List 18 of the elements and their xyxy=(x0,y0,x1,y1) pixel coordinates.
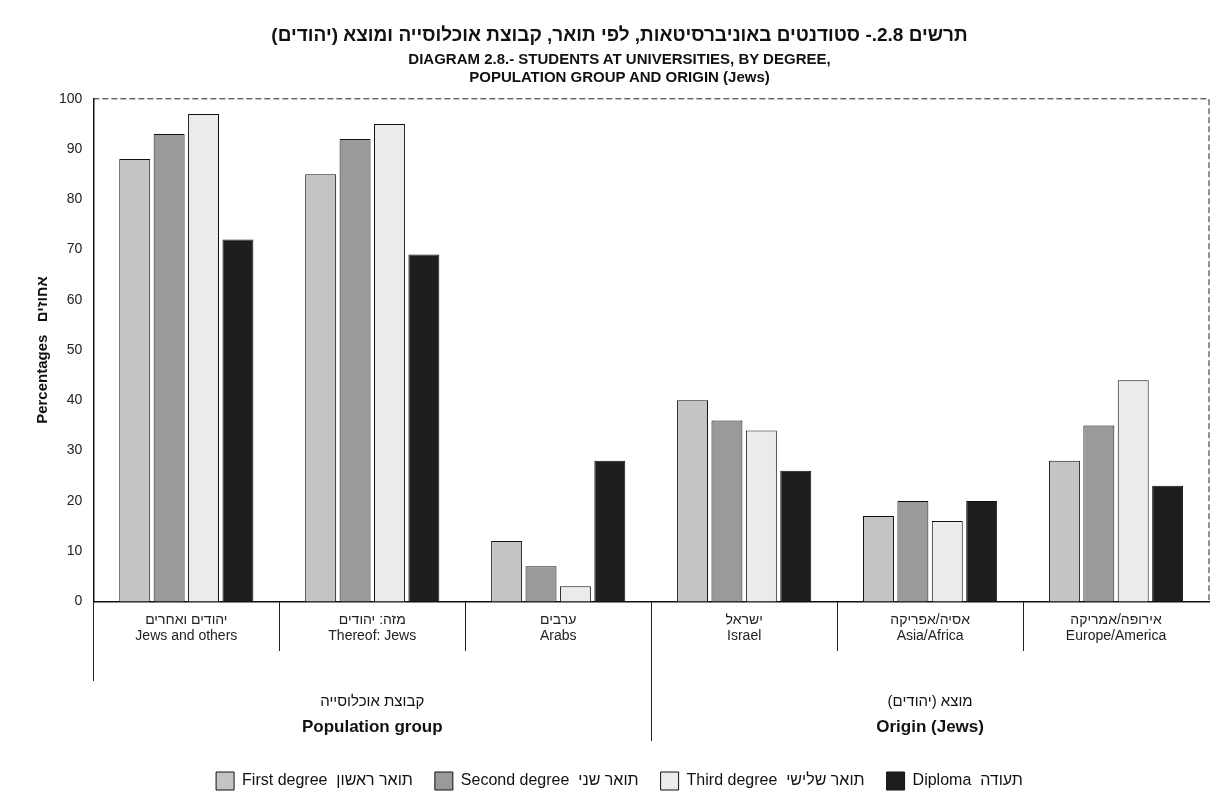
y-tick-label: 90 xyxy=(66,139,83,156)
y-tick-label: 70 xyxy=(66,240,83,257)
y-tick-label: 100 xyxy=(59,89,83,106)
y-tick-label: 30 xyxy=(66,441,83,458)
chart-title: תרשים 2.8.- סטודנטים באוניברסיטאות, לפי תואר, קבוצת אוכלוסייה ומוצא (יהודים) xyxy=(271,23,968,45)
chart-subtitle: DIAGRAM 2.8.- STUDENTS AT UNIVERSITIES, BY DEGREE, POPULATION GROUP AND ORIGIN (Jews) xyxy=(408,49,831,85)
y-tick-label: 60 xyxy=(66,290,83,307)
legend-label: Third degree תואר שלישי xyxy=(686,771,865,789)
legend-label: Diploma תעודה xyxy=(912,771,1023,789)
y-tick-label: 50 xyxy=(66,340,83,357)
y-axis-title: Percentages אחוזים xyxy=(33,276,51,424)
y-tick-label: 0 xyxy=(74,592,83,609)
legend-label: First degree תואר ראשון xyxy=(242,771,413,789)
y-tick-label: 20 xyxy=(66,491,83,508)
y-tick-label: 80 xyxy=(66,190,83,207)
y-tick-label: 40 xyxy=(66,391,83,408)
y-tick-label: 10 xyxy=(66,542,83,558)
legend-label: Second degree תואר שני xyxy=(460,771,639,789)
